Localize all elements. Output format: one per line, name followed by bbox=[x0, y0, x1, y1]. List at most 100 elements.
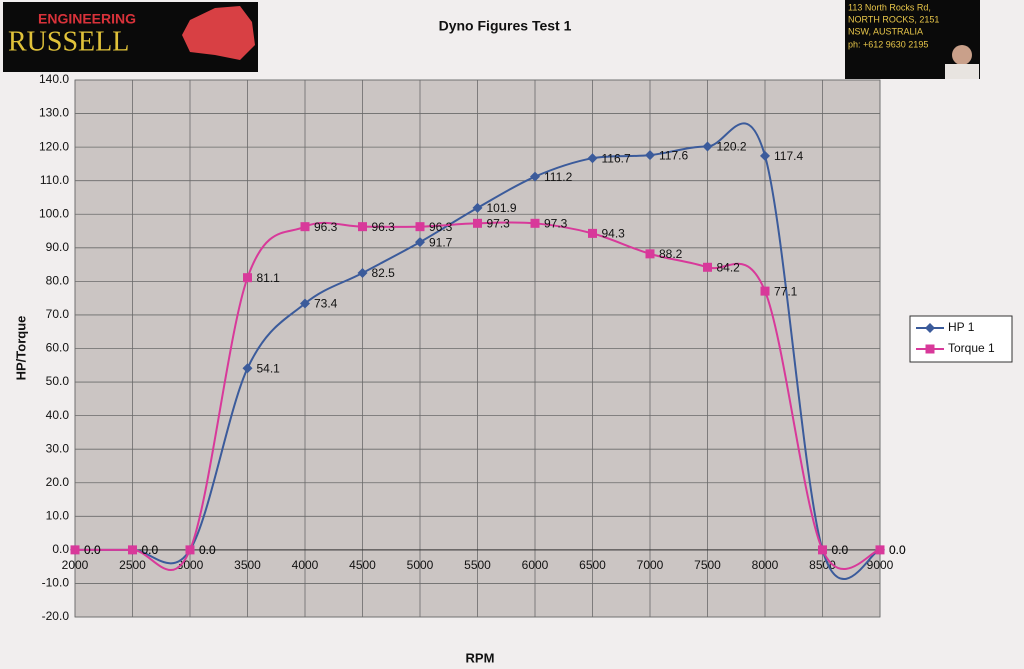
x-tick-label: 7500 bbox=[694, 558, 721, 572]
y-tick-label: 10.0 bbox=[46, 508, 70, 522]
data-label: 81.1 bbox=[257, 271, 281, 285]
data-label: 0.0 bbox=[199, 543, 216, 557]
data-label: 0.0 bbox=[84, 543, 101, 557]
x-tick-label: 7000 bbox=[637, 558, 664, 572]
y-tick-label: 80.0 bbox=[46, 274, 70, 288]
legend-label: Torque 1 bbox=[948, 341, 995, 355]
data-label: 0.0 bbox=[199, 543, 216, 557]
legend-label: HP 1 bbox=[948, 320, 975, 334]
y-tick-label: 0.0 bbox=[52, 542, 69, 556]
marker bbox=[358, 222, 367, 232]
data-label: 84.2 bbox=[717, 260, 741, 274]
y-tick-label: 40.0 bbox=[46, 408, 70, 422]
marker bbox=[587, 153, 598, 164]
marker bbox=[645, 150, 655, 161]
y-tick-label: 70.0 bbox=[46, 307, 70, 321]
y-tick-label: 20.0 bbox=[46, 475, 70, 489]
marker bbox=[242, 363, 253, 374]
data-label: 116.7 bbox=[602, 151, 631, 165]
y-tick-label: -20.0 bbox=[42, 609, 70, 623]
x-tick-label: 2500 bbox=[119, 558, 146, 572]
data-label: 94.3 bbox=[602, 227, 626, 241]
address-line: 113 North Rocks Rd, bbox=[848, 2, 931, 12]
data-label: 96.3 bbox=[314, 220, 338, 234]
data-label: 111.2 bbox=[544, 170, 573, 184]
data-label: 97.3 bbox=[487, 216, 511, 230]
marker bbox=[875, 545, 885, 555]
x-tick-label: 2000 bbox=[62, 558, 89, 572]
data-label: 117.6 bbox=[659, 148, 688, 162]
marker bbox=[415, 222, 425, 232]
series-line bbox=[75, 122, 881, 580]
y-tick-label: 140.0 bbox=[39, 72, 69, 86]
marker bbox=[703, 262, 712, 272]
address-line: ph: +612 9630 2195 bbox=[848, 39, 928, 49]
x-tick-label: 9000 bbox=[867, 558, 894, 572]
data-label: 117.4 bbox=[774, 149, 803, 163]
x-tick-label: 3500 bbox=[234, 558, 261, 572]
x-tick-label: 4000 bbox=[292, 558, 319, 572]
marker bbox=[588, 228, 597, 238]
marker bbox=[925, 344, 935, 354]
marker bbox=[530, 171, 540, 182]
marker bbox=[472, 202, 483, 213]
y-tick-label: -10.0 bbox=[42, 576, 70, 590]
x-tick-label: 5500 bbox=[464, 558, 491, 572]
data-label: 0.0 bbox=[889, 543, 906, 557]
data-label: 120.2 bbox=[717, 140, 747, 154]
y-tick-label: 120.0 bbox=[39, 139, 69, 153]
marker bbox=[925, 323, 935, 333]
address-line: NORTH ROCKS, 2151 bbox=[848, 14, 939, 24]
data-label: 0.0 bbox=[84, 543, 101, 557]
marker bbox=[357, 267, 368, 278]
marker bbox=[530, 218, 540, 228]
y-tick-label: 50.0 bbox=[46, 374, 70, 388]
data-label: 0.0 bbox=[889, 543, 906, 557]
marker bbox=[185, 545, 195, 555]
y-axis-label: HP/Torque bbox=[13, 316, 28, 381]
chart-title: Dyno Figures Test 1 bbox=[439, 18, 572, 34]
data-label: 77.1 bbox=[774, 284, 798, 298]
data-label: 91.7 bbox=[429, 235, 453, 249]
data-label: 54.1 bbox=[257, 361, 281, 375]
x-tick-label: 5000 bbox=[407, 558, 434, 572]
y-tick-label: 130.0 bbox=[39, 106, 69, 120]
marker bbox=[702, 141, 713, 152]
y-tick-label: 30.0 bbox=[46, 441, 70, 455]
data-label: 88.2 bbox=[659, 247, 683, 261]
data-label: 96.3 bbox=[429, 220, 453, 234]
data-label: 101.9 bbox=[487, 201, 517, 215]
data-label: 82.5 bbox=[372, 266, 396, 280]
marker bbox=[128, 545, 137, 555]
x-tick-label: 6500 bbox=[579, 558, 606, 572]
y-tick-label: 90.0 bbox=[46, 240, 70, 254]
logo-line: RUSSELL bbox=[8, 26, 129, 57]
data-label: 0.0 bbox=[142, 543, 159, 557]
y-tick-label: 110.0 bbox=[40, 173, 69, 187]
data-label: 0.0 bbox=[142, 543, 159, 557]
address-line: NSW, AUSTRALIA bbox=[848, 26, 923, 36]
portrait bbox=[952, 45, 972, 65]
legend-box bbox=[909, 315, 1013, 363]
data-label: 73.4 bbox=[314, 297, 338, 311]
portrait bbox=[945, 64, 979, 79]
data-label: 0.0 bbox=[832, 543, 849, 557]
data-label: 96.3 bbox=[372, 220, 396, 234]
marker bbox=[243, 273, 252, 283]
marker bbox=[473, 218, 482, 228]
marker bbox=[415, 237, 425, 248]
x-tick-label: 8000 bbox=[752, 558, 779, 572]
logo-line: ENGINEERING bbox=[38, 11, 136, 27]
x-axis-label: RPM bbox=[466, 650, 495, 665]
logo-map bbox=[182, 6, 255, 60]
data-label: 97.3 bbox=[544, 216, 568, 230]
marker bbox=[760, 286, 770, 296]
marker bbox=[300, 222, 310, 232]
marker bbox=[645, 249, 655, 259]
y-tick-label: 100.0 bbox=[39, 206, 69, 220]
marker bbox=[818, 545, 827, 555]
marker bbox=[70, 545, 80, 555]
data-label: 0.0 bbox=[832, 543, 849, 557]
marker bbox=[300, 298, 310, 309]
